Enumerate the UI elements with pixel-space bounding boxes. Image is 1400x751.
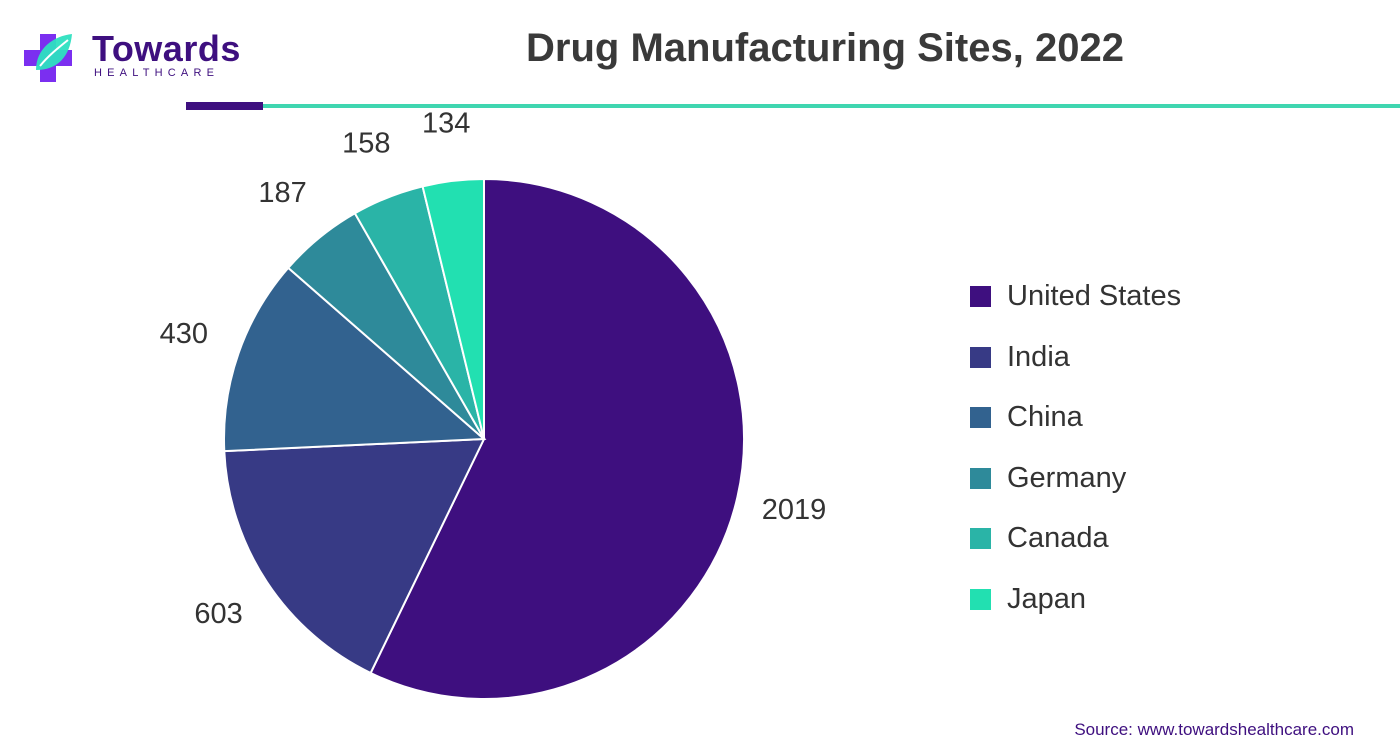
legend-label: Japan [1007,582,1087,615]
brand-name: Towards [92,28,241,69]
legend-item-china: China [970,399,1181,460]
legend-swatch [970,467,991,489]
pie-slice-china [223,266,487,453]
brand-tagline: HEALTHCARE [94,67,220,79]
data-label-china: 430 [160,318,208,350]
title-underline [263,104,1400,108]
legend-swatch [970,286,991,307]
data-label-japan: 134 [422,107,470,139]
legend-swatch [970,528,991,549]
pie-slice-india [223,437,486,675]
legend-label: United States [1007,280,1182,312]
legend-label: India [1007,340,1070,373]
legend-item-united-states: United States [970,278,1181,339]
chart-title: Drug Manufacturing Sites, 2022 [526,26,1124,70]
pie-slice-japan [421,177,485,440]
legend-swatch [970,588,991,610]
data-label-germany: 187 [258,177,306,209]
medical-cross-leaf-icon [24,34,72,82]
legend-item-canada: Canada [970,520,1181,581]
legend-label: Germany [1007,461,1127,494]
pie-slice-united-states [369,177,745,700]
pie-slices [223,177,745,700]
brand-logo: Towards HEALTHCARE [20,26,240,90]
legend-label: China [1007,401,1083,433]
pie-data-labels: 2019 603 430 187 158 134 [160,107,827,630]
chart-legend: United States India China Germany Canada Japa… [970,278,1181,641]
source-note: Source: www.towardshealthcare.com [1074,720,1354,739]
legend-swatch [970,346,991,368]
data-label-united-states: 2019 [762,494,827,526]
data-label-india: 603 [194,598,242,630]
legend-swatch [970,407,991,428]
legend-item-germany: Germany [970,460,1181,521]
data-label-canada: 158 [342,128,390,160]
title-underline-accent [186,102,263,110]
legend-item-japan: Japan [970,581,1181,642]
legend-label: Canada [1007,522,1109,554]
legend-item-india: India [970,339,1181,400]
